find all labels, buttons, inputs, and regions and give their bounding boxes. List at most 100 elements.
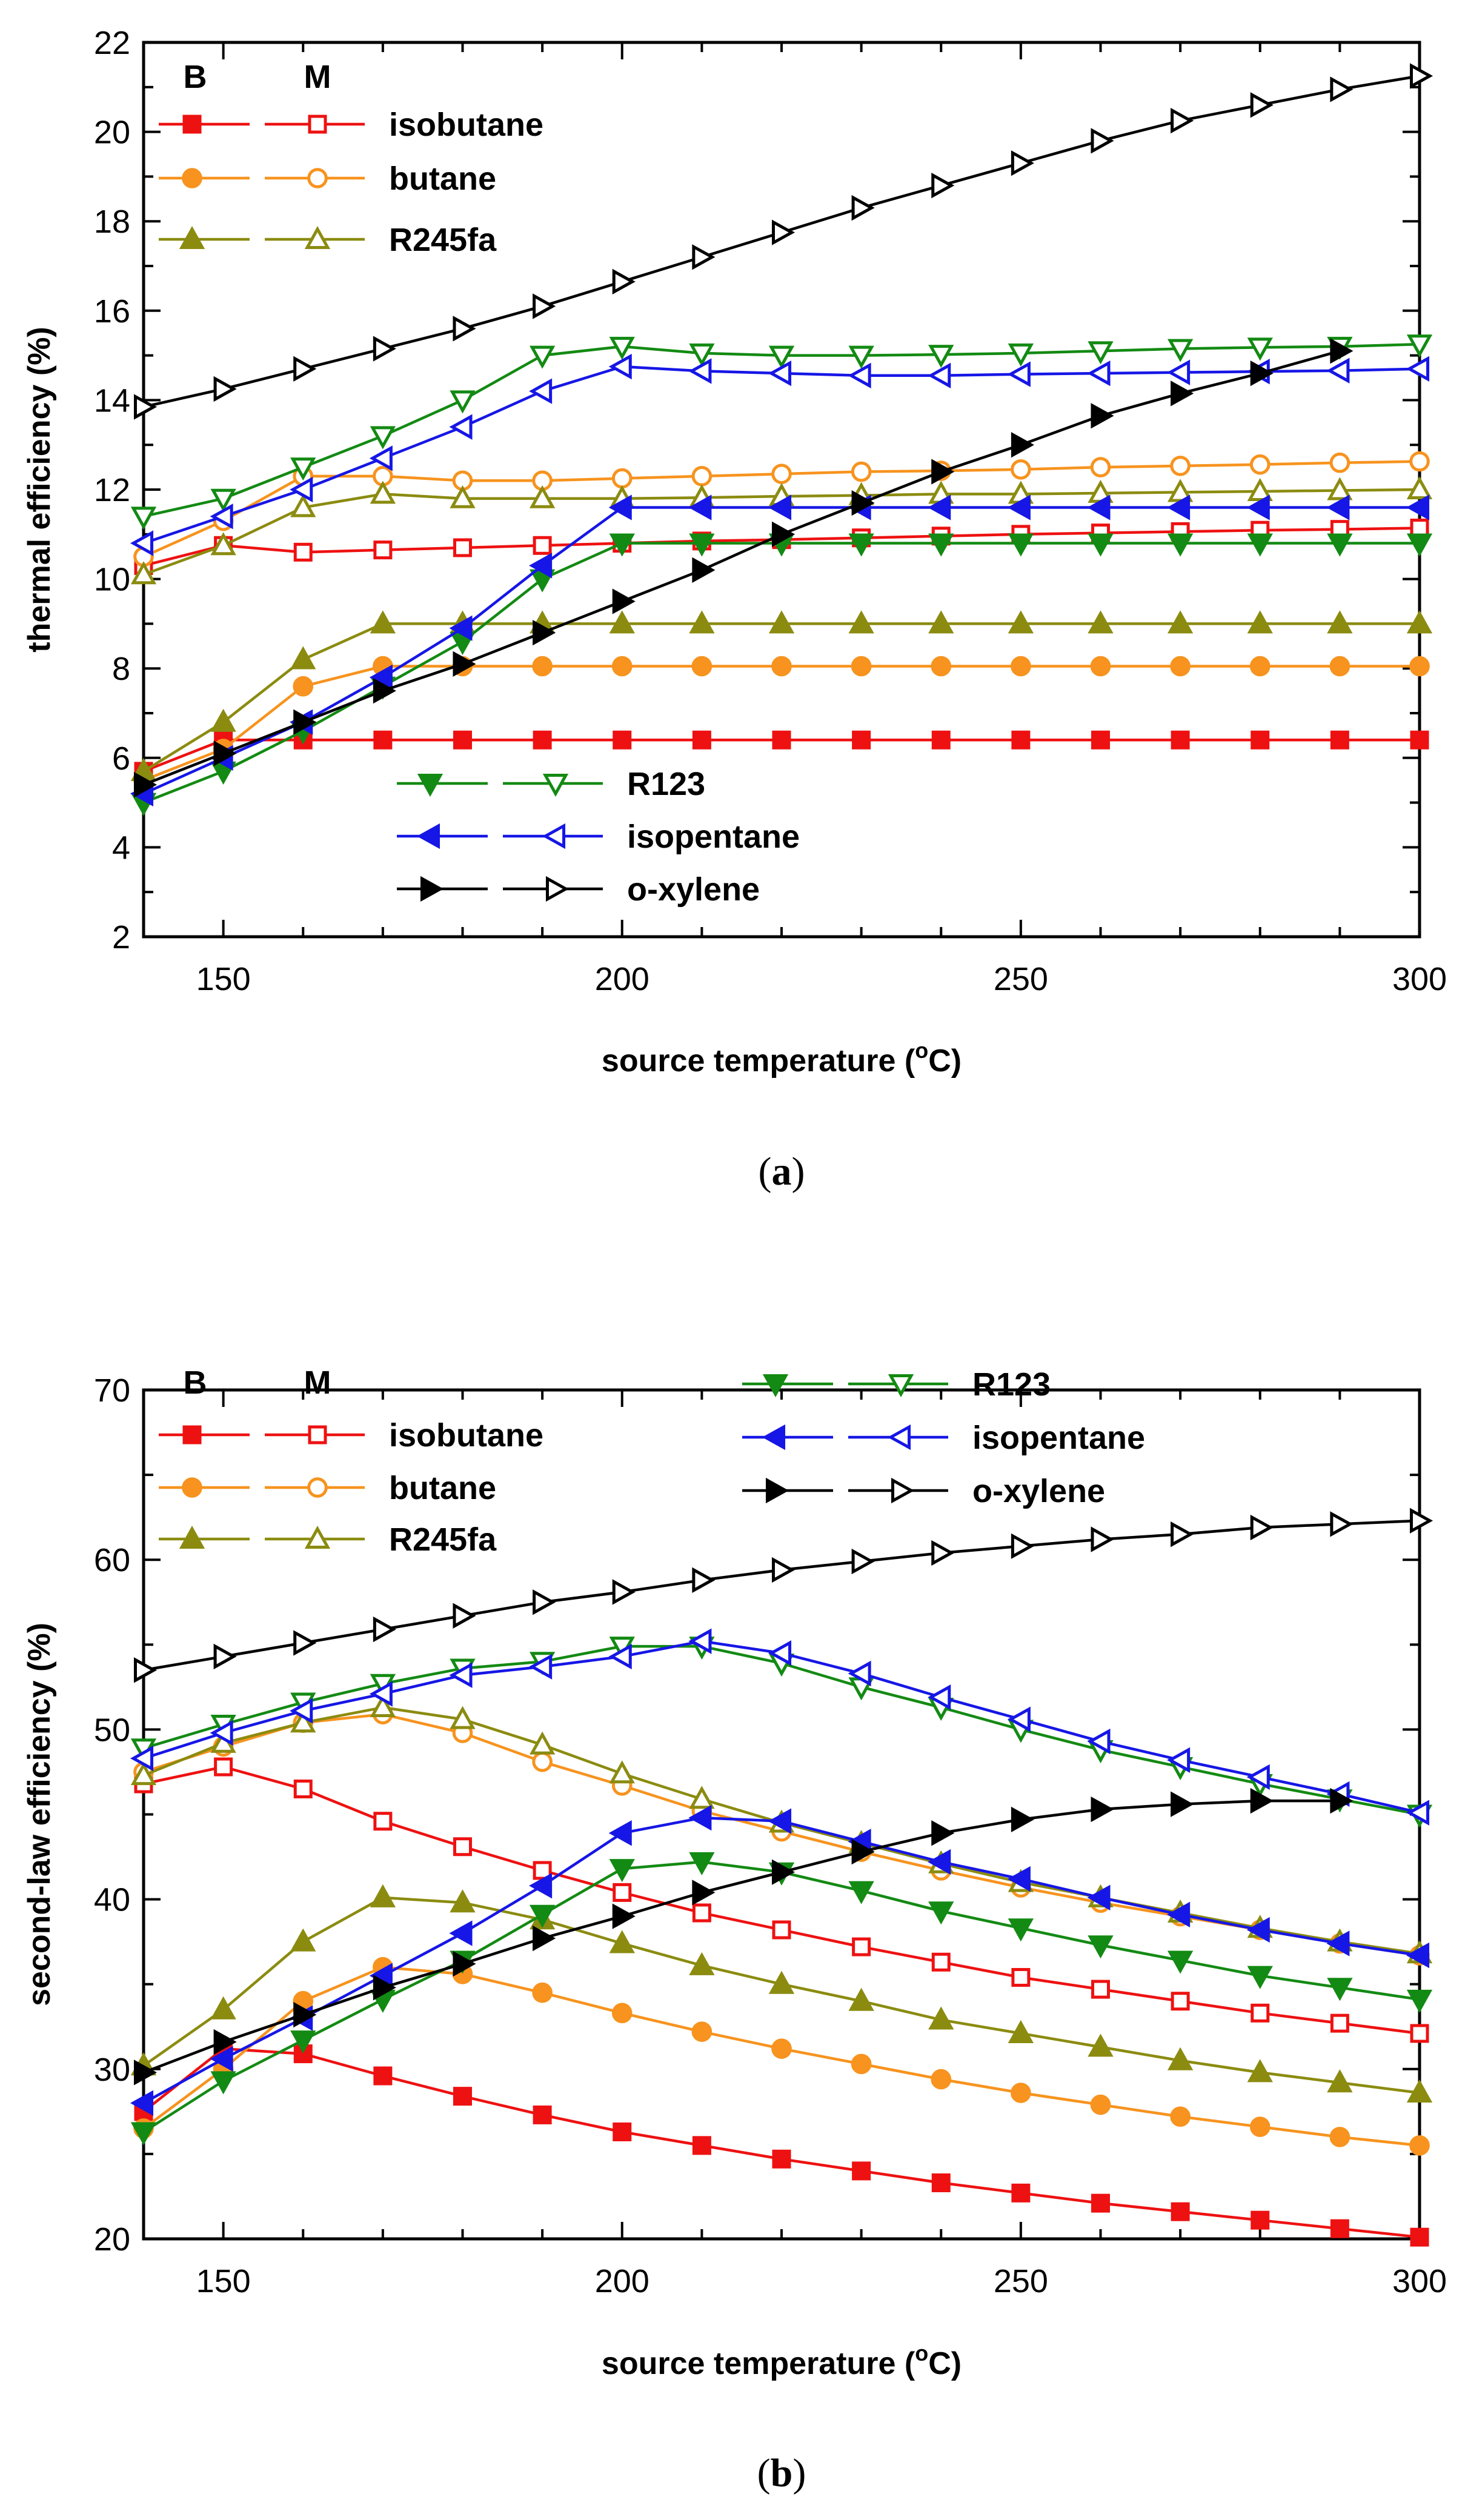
data-point-R123-B	[1008, 1918, 1034, 1942]
series-R123-B	[130, 1852, 1433, 2146]
data-point-butane-B	[1249, 656, 1271, 677]
x-axis-title: source temperature (oC)	[602, 1038, 962, 1079]
data-point-butane-B	[931, 656, 952, 677]
data-point-isopentane-B	[1246, 494, 1270, 520]
chart-panel-a: 150 200 250 300 2 4 6 8 10 12 14 16 18 20 22 source tem…	[22, 25, 1447, 1194]
legend-marker-B	[182, 115, 202, 134]
data-point-isopentane-M	[1007, 1706, 1031, 1732]
data-point-R245fa-B	[1167, 610, 1194, 634]
data-point-R123-B	[1406, 1989, 1433, 2013]
y-tick-label: 18	[94, 204, 130, 240]
data-point-R245fa-M	[450, 485, 476, 508]
data-point-R245fa-M	[529, 485, 556, 508]
data-point-isopentane-M	[130, 1745, 154, 1772]
legend-header-M: M	[304, 1365, 331, 1401]
series-o-xylene-B	[133, 1787, 1354, 2086]
legend-marker-B	[762, 1424, 786, 1451]
data-point-isobutane-B	[931, 730, 951, 750]
y-tick-label: 6	[112, 740, 130, 777]
data-point-R245fa-M	[689, 1786, 715, 1809]
data-point-o-xylene-M	[453, 1603, 476, 1629]
data-point-o-xylene-M	[373, 1616, 396, 1643]
data-point-R245fa-M	[450, 1706, 476, 1729]
data-point-isobutane-B	[373, 730, 393, 750]
data-point-R123-B	[609, 533, 635, 557]
data-point-isobutane-B	[1410, 2227, 1429, 2247]
series-isobutane-B	[134, 2039, 1429, 2247]
data-point-isopentane-M	[848, 362, 871, 388]
legend-marker-M	[542, 823, 566, 849]
data-point-isobutane-M	[1330, 2013, 1349, 2033]
data-point-isobutane-B	[1330, 2219, 1349, 2238]
data-point-o-xylene-B	[612, 1903, 636, 1929]
data-point-butane-M	[1329, 452, 1350, 473]
series-line-isopentane-B	[142, 1816, 1420, 2104]
data-point-R123-M	[370, 426, 396, 450]
y-tick-label: 4	[112, 829, 130, 866]
data-point-R123-M	[609, 336, 635, 360]
data-point-R245fa-B	[290, 1928, 316, 1952]
data-point-R123-B	[1008, 533, 1034, 557]
series-line-isobutane-B	[142, 2047, 1420, 2239]
y-tick-label: 2	[112, 919, 130, 956]
data-point-isopentane-M	[848, 1660, 871, 1687]
data-point-o-xylene-B	[931, 1820, 955, 1846]
data-point-o-xylene-M	[771, 219, 796, 245]
data-point-R245fa-B	[928, 610, 954, 634]
data-point-isopentane-M	[529, 1654, 553, 1680]
legend-entry-isobutane: isobutane	[159, 107, 543, 143]
data-point-isobutane-B	[1091, 730, 1110, 750]
data-point-isopentane-B	[449, 1920, 473, 1946]
data-point-isobutane-B	[1251, 2210, 1270, 2230]
panel-caption: (a)	[759, 1149, 805, 1194]
data-point-butane-B	[1170, 656, 1191, 677]
data-point-o-xylene-M	[692, 244, 716, 270]
x-tick-label: 300	[1392, 961, 1447, 997]
data-point-isobutane-M	[613, 1883, 632, 1902]
data-point-R123-M	[689, 343, 715, 367]
legend-label-isobutane: isobutane	[389, 107, 543, 143]
legend-marker-B	[179, 1525, 205, 1549]
data-point-o-xylene-M	[1171, 108, 1194, 134]
data-point-o-xylene-B	[1171, 1791, 1194, 1817]
data-point-isobutane-M	[373, 540, 393, 560]
data-point-isopentane-M	[928, 362, 951, 388]
data-point-butane-M	[1170, 456, 1191, 476]
data-point-butane-B	[1090, 656, 1111, 677]
data-point-R123-B	[1088, 1935, 1114, 1959]
data-point-o-xylene-M	[612, 1579, 636, 1605]
legend-header-B: B	[184, 59, 207, 95]
data-point-o-xylene-B	[1250, 360, 1274, 387]
data-point-R123-B	[928, 533, 954, 557]
data-point-butane-M	[771, 464, 792, 484]
data-point-R245fa-M	[1247, 477, 1273, 501]
y-tick-label: 10	[94, 562, 130, 598]
data-point-o-xylene-B	[293, 2001, 317, 2028]
data-point-o-xylene-M	[1091, 128, 1114, 154]
legend-marker-M	[887, 1424, 911, 1451]
data-point-isobutane-B	[852, 2161, 871, 2181]
legend-entry-o-xylene: o-xylene	[742, 1473, 1105, 1509]
data-point-R245fa-M	[130, 561, 157, 585]
data-point-isopentane-B	[688, 1804, 712, 1831]
legend-entry-isopentane: isopentane	[742, 1420, 1145, 1456]
data-point-isopentane-B	[210, 2046, 233, 2072]
data-point-isobutane-B	[1011, 730, 1031, 750]
data-point-isobutane-B	[373, 2066, 393, 2086]
data-point-o-xylene-B	[1330, 1787, 1354, 1814]
y-tick-label: 50	[94, 1712, 130, 1748]
data-point-butane-B	[851, 656, 872, 677]
y-tick-label: 70	[94, 1372, 130, 1409]
data-point-isopentane-B	[608, 1820, 632, 1846]
legend-marker-B	[420, 876, 444, 902]
data-point-R245fa-B	[1088, 2033, 1114, 2057]
legend-marker-M	[304, 225, 331, 250]
data-point-R123-B	[210, 2071, 236, 2095]
data-point-isopentane-B	[1167, 1901, 1191, 1927]
data-point-isopentane-M	[768, 1640, 792, 1666]
x-tick-label: 200	[595, 961, 649, 997]
data-point-isopentane-M	[608, 353, 632, 380]
data-point-butane-B	[293, 676, 314, 697]
